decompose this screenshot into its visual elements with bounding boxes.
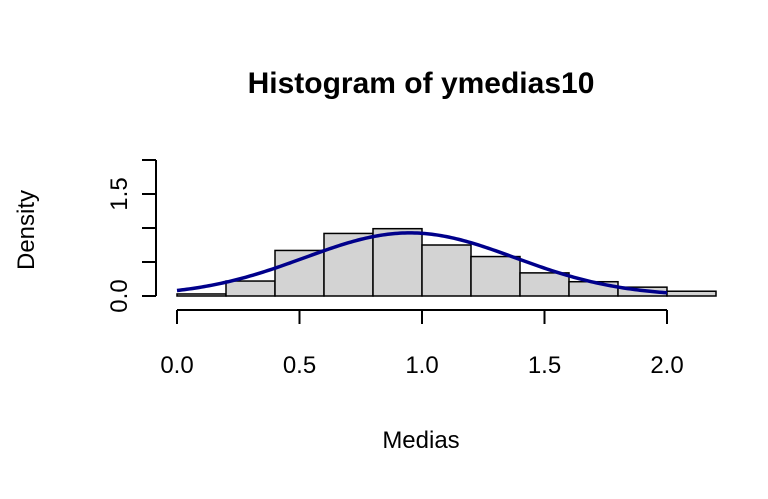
density-curve: [176, 231, 668, 295]
histogram-bar-4: [372, 227, 423, 297]
x-tick-label-1: 0.5: [283, 352, 316, 379]
histogram-bar-1: [225, 280, 276, 297]
y-tick-label-0: 0.0: [106, 279, 133, 312]
histogram-bars: [176, 227, 717, 297]
x-axis-label: Medias: [382, 427, 459, 454]
y-axis-label: Density: [13, 190, 40, 270]
chart-title: Histogram of ymedias10: [248, 67, 595, 100]
x-tick-label-3: 1.5: [528, 352, 561, 379]
histogram-bar-7: [519, 272, 570, 297]
x-tick-label-0: 0.0: [160, 352, 193, 379]
histogram-bar-10: [666, 290, 717, 297]
histogram-bar-6: [470, 255, 521, 297]
histogram-bar-0: [176, 293, 227, 297]
y-tick-label-3: 1.5: [106, 177, 133, 210]
x-axis: 0.0 0.5 1.0 1.5 2.0: [160, 309, 684, 379]
x-tick-label-4: 2.0: [650, 352, 683, 379]
x-tick-label-2: 1.0: [405, 352, 438, 379]
histogram-bar-5: [421, 244, 472, 297]
histogram-bar-2: [274, 249, 325, 297]
y-axis: 0.0 1.5: [106, 159, 157, 313]
